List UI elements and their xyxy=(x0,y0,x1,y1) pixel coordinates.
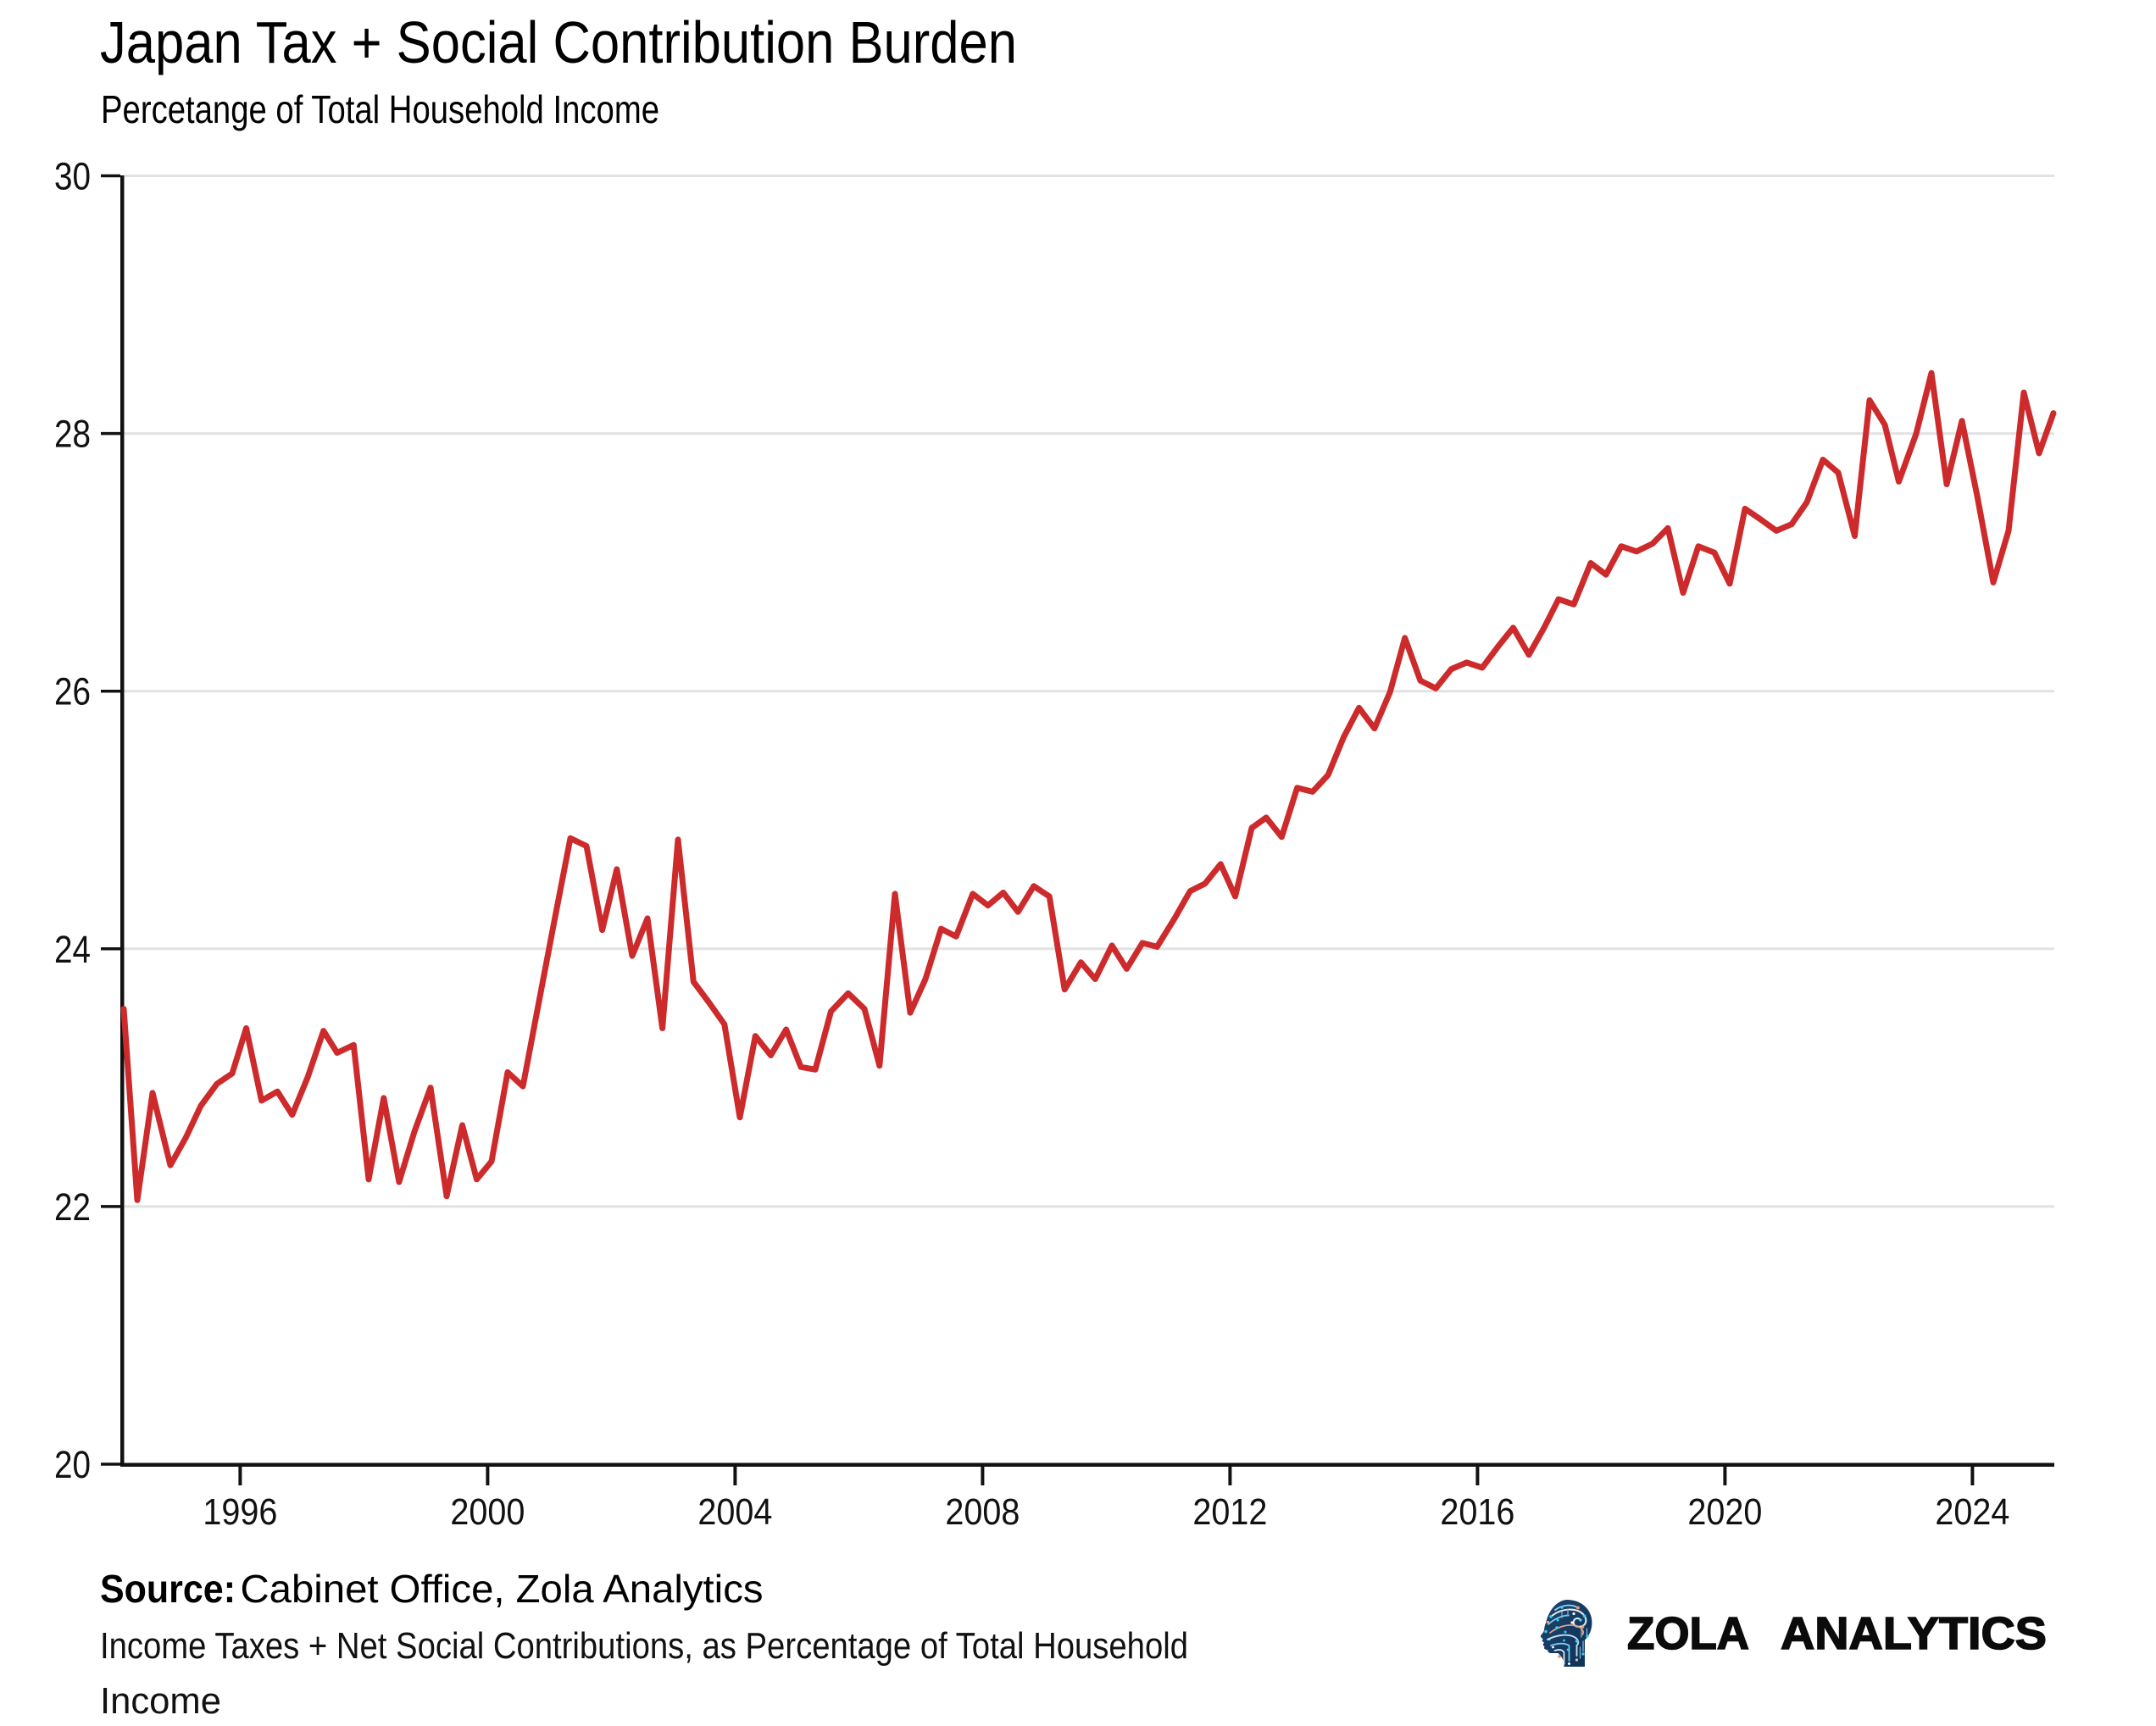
svg-text:2000: 2000 xyxy=(450,1491,525,1533)
svg-text:2004: 2004 xyxy=(697,1491,772,1533)
svg-text:2020: 2020 xyxy=(1687,1491,1762,1533)
svg-text:Cabinet Office, Zola Analytics: Cabinet Office, Zola Analytics xyxy=(241,1567,764,1611)
svg-text:30: 30 xyxy=(54,155,91,198)
svg-text:Income: Income xyxy=(100,1680,221,1722)
svg-text:24: 24 xyxy=(54,928,91,971)
svg-text:20: 20 xyxy=(54,1443,91,1486)
svg-text:2016: 2016 xyxy=(1440,1491,1514,1533)
svg-text:26: 26 xyxy=(54,670,91,713)
svg-text:2008: 2008 xyxy=(945,1491,1020,1533)
svg-text:Japan Tax + Social Contributio: Japan Tax + Social Contribution Burden xyxy=(100,9,1017,75)
svg-text:22: 22 xyxy=(54,1185,91,1229)
svg-text:2012: 2012 xyxy=(1192,1491,1267,1533)
svg-text:28: 28 xyxy=(54,413,91,456)
svg-text:Source:: Source: xyxy=(100,1567,236,1611)
svg-text:ANALYTICS: ANALYTICS xyxy=(1781,1608,2047,1659)
svg-text:ZOLA: ZOLA xyxy=(1627,1608,1749,1659)
svg-text:2024: 2024 xyxy=(1935,1491,2009,1533)
svg-text:1996: 1996 xyxy=(203,1491,277,1533)
svg-text:Income Taxes + Net Social Cont: Income Taxes + Net Social Contributions,… xyxy=(100,1625,1188,1667)
svg-text:Percetange of Total Household: Percetange of Total Household Income xyxy=(101,87,659,131)
